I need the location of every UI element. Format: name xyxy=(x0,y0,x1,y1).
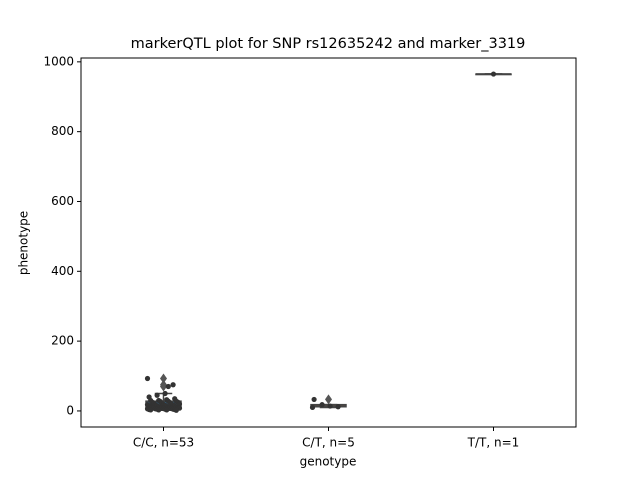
point xyxy=(327,403,333,409)
point xyxy=(156,407,162,413)
point xyxy=(144,375,151,382)
outlier xyxy=(160,373,167,384)
outlier xyxy=(325,394,332,405)
y-tick-label: 400 xyxy=(51,264,74,278)
y-tick-label: 800 xyxy=(51,124,74,138)
point xyxy=(154,392,160,398)
outlier xyxy=(160,379,167,390)
x-axis-label: genotype xyxy=(300,455,357,469)
point xyxy=(164,407,170,413)
point xyxy=(170,382,176,388)
x-tick-label: T/T, n=1 xyxy=(467,436,520,450)
y-axis-label: phenotype xyxy=(17,211,31,275)
point xyxy=(148,407,154,413)
point xyxy=(490,71,497,77)
point xyxy=(319,402,325,408)
chart-title: markerQTL plot for SNP rs12635242 and ma… xyxy=(131,36,526,52)
y-tick-label: 600 xyxy=(51,194,74,208)
x-tick-label: C/C, n=53 xyxy=(133,436,194,450)
y-tick-label: 1000 xyxy=(43,54,74,68)
plot-frame xyxy=(80,57,577,428)
point xyxy=(165,383,171,390)
y-tick-label: 0 xyxy=(66,403,74,417)
point xyxy=(335,404,341,410)
x-tick-label: C/T, n=5 xyxy=(302,436,355,450)
point xyxy=(311,396,317,403)
point xyxy=(309,404,316,411)
y-tick-label: 200 xyxy=(51,334,74,348)
point xyxy=(173,407,179,413)
point xyxy=(162,390,168,397)
